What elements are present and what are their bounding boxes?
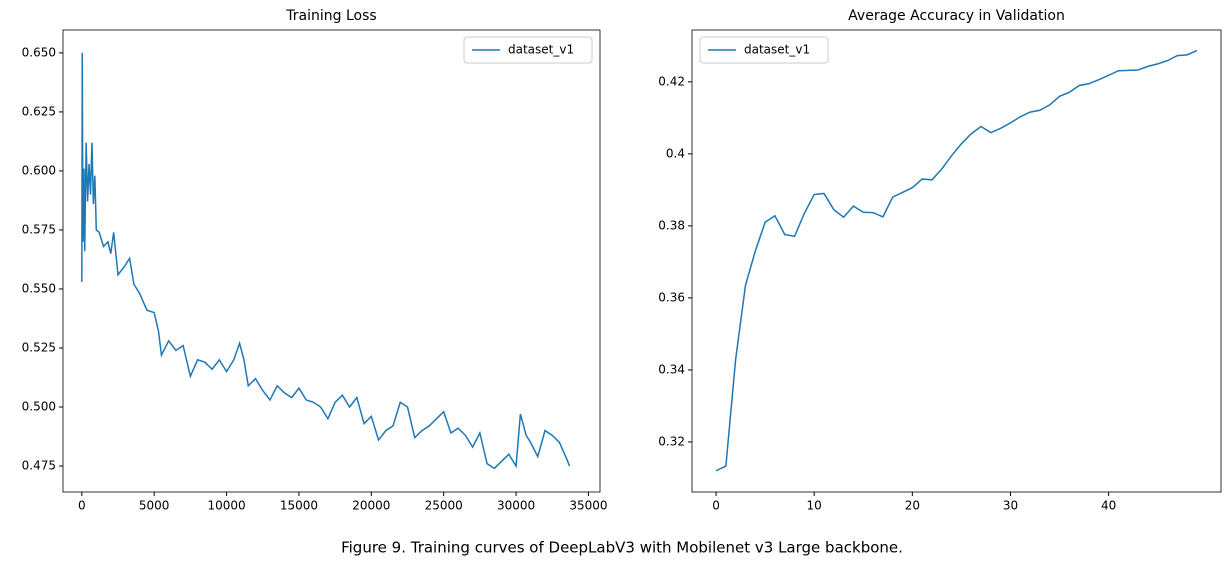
chart-title: Average Accuracy in Validation (848, 8, 1065, 24)
x-tick-label: 5000 (139, 499, 170, 513)
x-tick-label: 0 (712, 499, 720, 513)
legend-label: dataset_v1 (508, 43, 574, 57)
y-tick-label: 0.4 (666, 146, 685, 160)
legend-label: dataset_v1 (744, 43, 810, 57)
y-tick-label: 0.36 (658, 290, 685, 304)
x-tick-label: 15000 (280, 499, 318, 513)
x-tick-label: 0 (78, 499, 86, 513)
x-tick-label: 10 (807, 499, 822, 513)
chart-title: Training Loss (285, 8, 376, 24)
x-tick-label: 25000 (425, 499, 463, 513)
legend-box (463, 36, 593, 64)
data-line (715, 49, 1198, 472)
caption: Figure 9. Training curves of DeepLabV3 w… (341, 539, 903, 557)
x-tick-label: 30 (1003, 499, 1018, 513)
x-tick-label: 40 (1101, 499, 1116, 513)
y-tick-label: 0.34 (658, 362, 685, 376)
plot-frame (691, 29, 1222, 493)
y-tick-label: 0.42 (658, 74, 685, 88)
y-tick-label: 0.550 (22, 281, 56, 295)
x-tick-label: 30000 (497, 499, 535, 513)
data-line (81, 52, 571, 470)
y-tick-label: 0.525 (22, 340, 56, 354)
x-tick-label: 10000 (207, 499, 245, 513)
x-tick-label: 20000 (352, 499, 390, 513)
y-tick-label: 0.575 (22, 222, 56, 236)
y-tick-label: 0.500 (22, 400, 56, 414)
y-tick-label: 0.32 (658, 434, 685, 448)
y-tick-label: 0.650 (22, 45, 56, 59)
plot-frame (62, 29, 601, 493)
y-tick-label: 0.475 (22, 459, 56, 473)
y-tick-label: 0.38 (658, 218, 685, 232)
y-tick-label: 0.600 (22, 163, 56, 177)
x-tick-label: 20 (905, 499, 920, 513)
legend-box (699, 36, 829, 64)
y-tick-label: 0.625 (22, 104, 56, 118)
x-tick-label: 35000 (569, 499, 607, 513)
